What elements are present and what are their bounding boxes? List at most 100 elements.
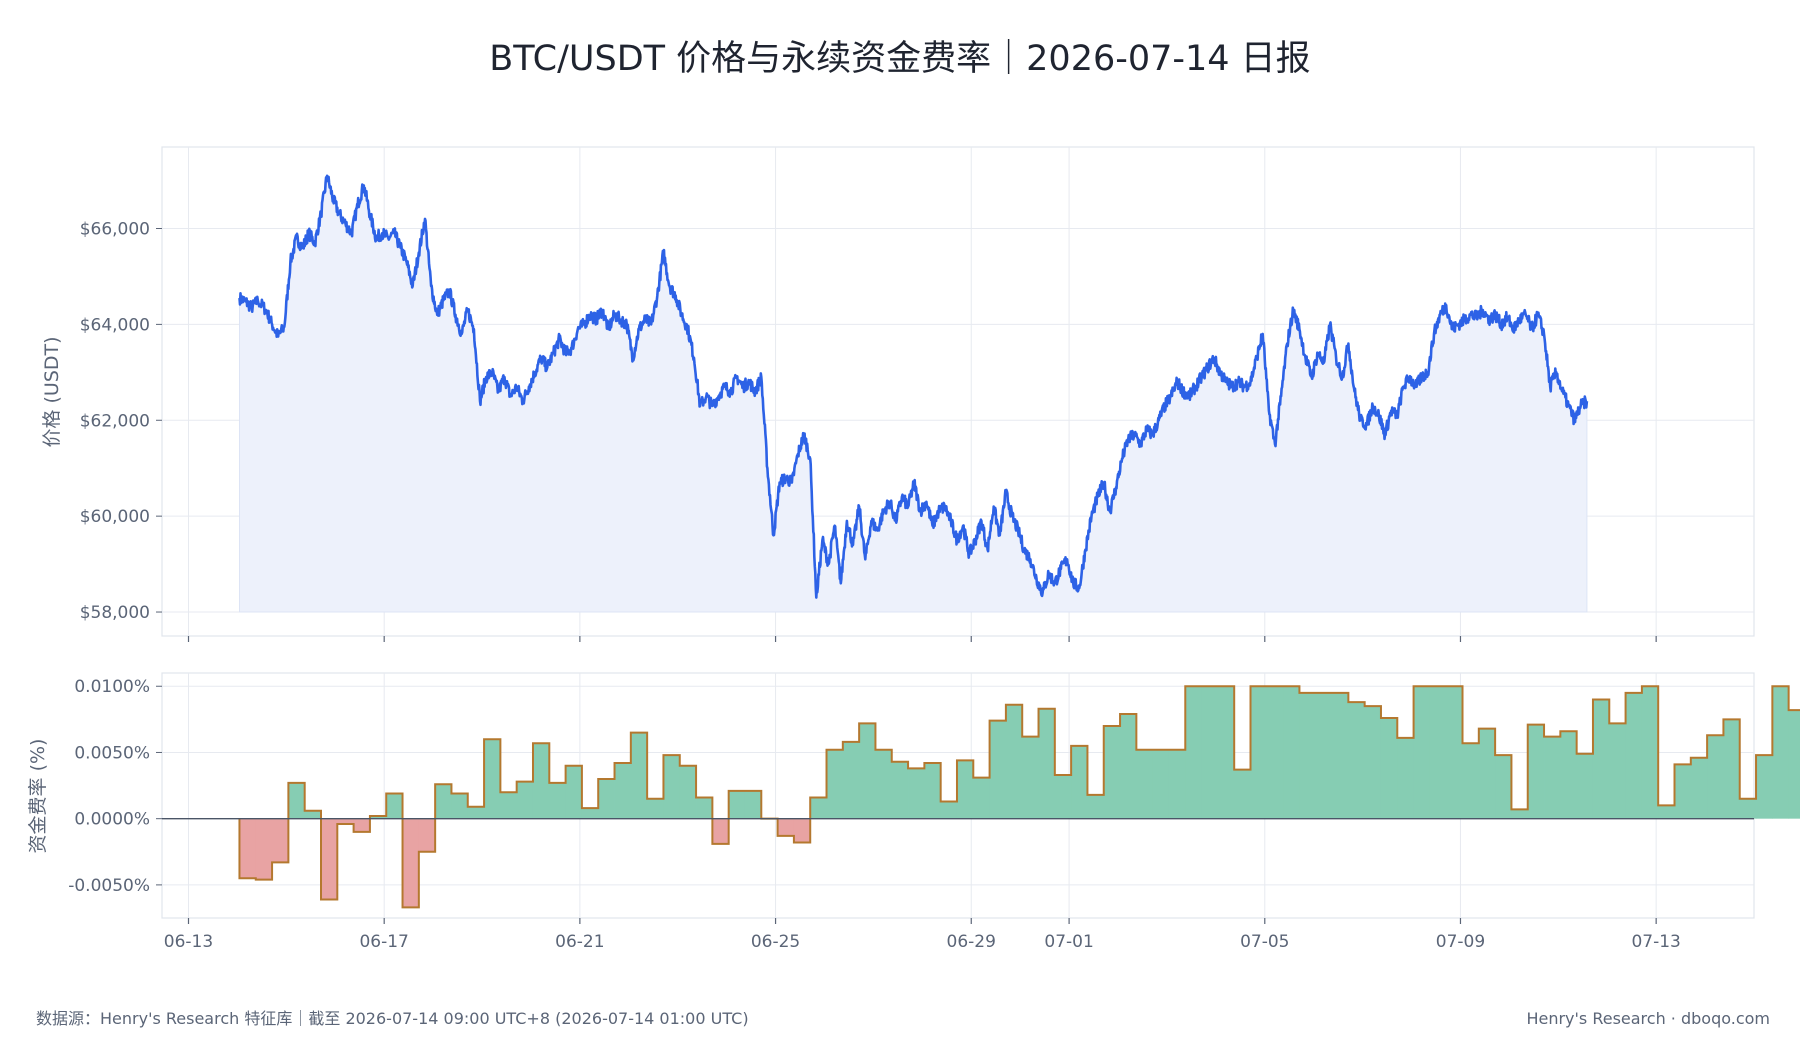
funding-bar-58 [1185, 686, 1202, 819]
funding-bar-70 [1380, 718, 1398, 819]
price-area-fill [239, 175, 1588, 613]
funding-bar-45 [973, 777, 990, 819]
price-y-axis-label: 价格 (USDT) [41, 336, 63, 447]
funding-bar-6 [337, 818, 355, 824]
funding-bar-35 [810, 797, 827, 819]
funding-bar-60 [1217, 686, 1235, 819]
funding-bar-47 [1005, 704, 1023, 819]
funding-bar-34 [793, 818, 811, 843]
funding-bar-82 [1576, 753, 1594, 819]
funding-bar-71 [1397, 737, 1414, 819]
funding-bar-5 [321, 818, 338, 900]
funding-bar-31 [744, 790, 762, 819]
funding-bar-23 [614, 763, 632, 819]
funding-bar-37 [842, 741, 860, 819]
funding-bar-78 [1511, 809, 1529, 819]
funding-bar-69 [1364, 706, 1382, 819]
funding-bar-18 [532, 743, 550, 819]
funding-bar-59 [1201, 686, 1219, 819]
funding-bar-76 [1478, 728, 1496, 819]
funding-bar-36 [826, 749, 844, 819]
funding-bar-92 [1739, 798, 1757, 819]
price-x-tick-marks [187, 636, 1657, 642]
funding-bar-55 [1136, 749, 1154, 819]
funding-bar-22 [598, 778, 615, 819]
price-y-tick-label-1: $60,000 [80, 507, 150, 527]
funding-y-axis-label: 资金费率 (%) [27, 739, 49, 854]
funding-bar-65 [1299, 692, 1317, 819]
funding-bar-94 [1772, 686, 1790, 819]
funding-bar-48 [1022, 736, 1039, 819]
funding-bar-21 [581, 808, 599, 819]
funding-bar-61 [1234, 769, 1251, 819]
funding-bar-39 [875, 749, 893, 819]
funding-bar-88 [1674, 764, 1692, 819]
price-panel: $58,000 $60,000 $62,000 $64,000 $66,000 价格 (… [41, 146, 1755, 642]
funding-bar-19 [549, 782, 567, 819]
funding-bar-15 [484, 739, 501, 819]
funding-bar-79 [1527, 724, 1545, 819]
x-tick-label-8: 07-13 [1631, 932, 1680, 952]
funding-bar-56 [1152, 749, 1170, 819]
funding-bar-12 [435, 784, 452, 819]
funding-bar-17 [516, 781, 534, 819]
funding-y-tick-label-1: 0.0000% [74, 810, 150, 830]
footer-source: 数据源：Henry's Research 特征库｜截至 2026-07-14 0… [36, 1009, 749, 1028]
funding-bar-9 [386, 793, 403, 819]
funding-bar-41 [908, 768, 925, 819]
funding-panel: -0.0050% 0.0000% 0.0050% 0.0100% 06-13 06-17… [27, 672, 1800, 952]
funding-bar-44 [956, 760, 974, 819]
funding-bar-75 [1462, 743, 1480, 819]
funding-bar-38 [859, 723, 876, 819]
funding-bar-81 [1560, 731, 1578, 819]
funding-bar-50 [1054, 774, 1072, 819]
price-y-tick-label-2: $62,000 [80, 411, 150, 431]
x-tick-label-6: 07-05 [1240, 932, 1289, 952]
x-tick-label-7: 07-09 [1436, 932, 1485, 952]
funding-bar-68 [1348, 702, 1366, 819]
x-tick-label-5: 07-01 [1044, 932, 1093, 952]
x-tick-label-4: 06-29 [947, 932, 996, 952]
price-y-tick-label-3: $64,000 [80, 315, 150, 335]
funding-bar-33 [777, 818, 795, 836]
funding-bar-2 [272, 818, 289, 863]
funding-bar-30 [728, 790, 746, 819]
funding-bar-1 [255, 818, 273, 880]
funding-bar-62 [1250, 686, 1268, 819]
funding-bar-43 [940, 801, 958, 819]
funding-bar-54 [1120, 714, 1137, 819]
funding-bar-46 [989, 720, 1007, 819]
funding-bar-25 [647, 798, 664, 819]
funding-y-tick-label-2: 0.0050% [74, 743, 150, 763]
funding-bar-51 [1071, 745, 1088, 819]
funding-y-tick-label-3: 0.0100% [74, 677, 150, 697]
funding-bar-67 [1332, 692, 1349, 819]
funding-bar-13 [451, 793, 469, 819]
funding-bar-24 [630, 732, 648, 819]
funding-bar-27 [679, 765, 697, 819]
funding-bars [239, 686, 1800, 908]
funding-bar-42 [924, 763, 942, 819]
footer-brand: Henry's Research · dboqo.com [1526, 1009, 1770, 1028]
funding-bar-8 [369, 816, 387, 819]
funding-bar-10 [402, 818, 420, 908]
funding-bar-0 [239, 818, 257, 879]
chart-title: BTC/USDT 价格与永续资金费率｜2026-07-14 日报 [489, 39, 1310, 79]
funding-bar-26 [663, 755, 681, 819]
funding-bar-93 [1756, 755, 1773, 819]
funding-bar-66 [1315, 692, 1333, 819]
funding-bar-11 [418, 818, 436, 852]
funding-y-ticks: -0.0050% 0.0000% 0.0050% 0.0100% [68, 677, 162, 896]
funding-bar-84 [1609, 723, 1626, 819]
funding-bar-73 [1429, 686, 1447, 819]
funding-step-line [238, 685, 1800, 909]
funding-bar-4 [304, 810, 322, 819]
funding-bar-95 [1788, 710, 1800, 819]
funding-bar-87 [1658, 805, 1675, 819]
funding-bar-63 [1266, 686, 1284, 819]
funding-bar-85 [1625, 692, 1643, 819]
funding-bar-52 [1087, 794, 1105, 819]
funding-bar-80 [1544, 736, 1561, 819]
funding-bar-57 [1168, 749, 1186, 819]
